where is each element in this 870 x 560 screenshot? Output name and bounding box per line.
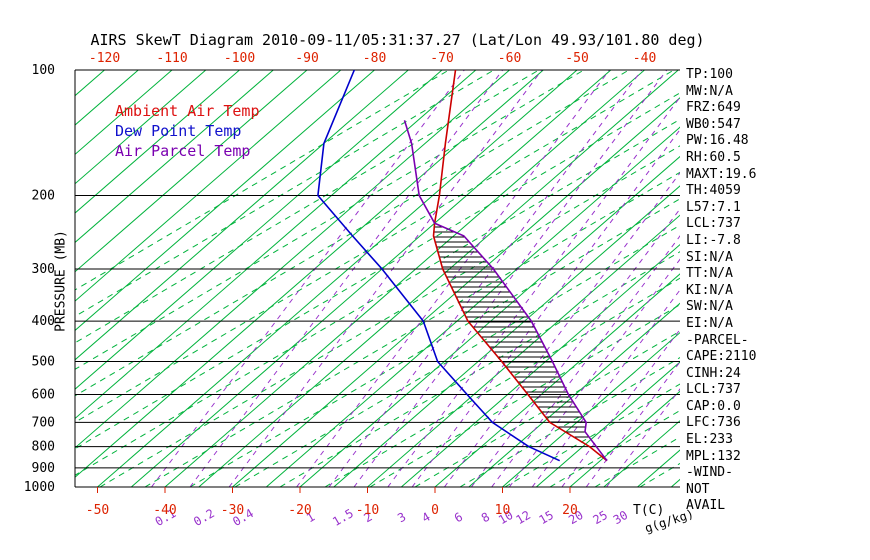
svg-text:-20: -20 <box>288 503 311 518</box>
stat-line: CAP:0.0 <box>686 398 741 414</box>
svg-text:20: 20 <box>566 508 586 527</box>
svg-text:-50: -50 <box>565 51 588 66</box>
stat-line: EI:N/A <box>686 315 733 331</box>
pressure-axis-label: PRESSURE (MB) <box>53 230 69 332</box>
dew-point-temp-curve <box>317 69 561 462</box>
svg-text:-50: -50 <box>86 503 109 518</box>
legend-ambient-air-temp: Ambient Air Temp <box>115 102 260 120</box>
svg-text:-80: -80 <box>363 51 386 66</box>
stat-line: LCL:737 <box>686 216 741 232</box>
sounding-stats-panel: TP:100 MW:N/A FRZ:649 WB0:547 PW:16.48 RH:60.… <box>686 67 756 515</box>
svg-text:10: 10 <box>495 503 511 518</box>
svg-text:-60: -60 <box>498 51 521 66</box>
svg-text:1.5: 1.5 <box>330 506 356 529</box>
isotherm-lines <box>75 70 680 487</box>
svg-text:-10: -10 <box>356 503 379 518</box>
svg-text:-70: -70 <box>430 51 453 66</box>
stat-line: -WIND- <box>686 465 733 481</box>
air-parcel-temp-curve <box>403 120 608 462</box>
svg-text:200: 200 <box>32 189 55 204</box>
pressure-axis: 100 200 300 400 500 600 700 800 900 1000 <box>24 63 680 495</box>
svg-text:300: 300 <box>32 262 55 277</box>
svg-text:600: 600 <box>32 387 55 402</box>
svg-text:-40: -40 <box>153 503 176 518</box>
stat-line: PW:16.48 <box>686 133 749 149</box>
svg-text:-40: -40 <box>633 51 656 66</box>
stat-line: EL:233 <box>686 432 733 448</box>
svg-text:-30: -30 <box>221 503 244 518</box>
bottom-temp-axis: -50 -40 -30 -20 -10 0 10 20 <box>86 487 578 518</box>
cape-hatch-area <box>433 226 589 438</box>
stat-line: NOT <box>686 481 710 497</box>
svg-text:0.2: 0.2 <box>191 506 217 529</box>
svg-text:-100: -100 <box>224 51 255 66</box>
legend: Ambient Air Temp Dew Point Temp Air Parc… <box>115 101 260 161</box>
svg-text:12: 12 <box>513 508 533 527</box>
svg-text:25: 25 <box>590 508 610 527</box>
svg-text:8: 8 <box>479 510 492 526</box>
svg-text:30: 30 <box>611 508 631 527</box>
ambient-air-temp-curve <box>432 69 608 462</box>
chart-title: AIRS SkewT Diagram 2010-09-11/05:31:37.2… <box>90 31 705 49</box>
stat-line: FRZ:649 <box>686 100 741 116</box>
svg-text:500: 500 <box>32 354 55 369</box>
legend-dew-point-temp: Dew Point Temp <box>115 122 242 140</box>
svg-text:15: 15 <box>536 508 556 527</box>
svg-text:800: 800 <box>32 440 55 455</box>
stat-line: RH:60.5 <box>686 149 741 165</box>
svg-text:1000: 1000 <box>24 480 55 495</box>
top-temp-axis: -120 -110 -100 -90 -80 -70 -60 -50 -40 <box>89 51 656 66</box>
temp-axis-label: T(C) <box>633 503 665 518</box>
stat-line: LI:-7.8 <box>686 232 741 248</box>
svg-text:-120: -120 <box>89 51 120 66</box>
stat-line: WB0:547 <box>686 116 741 132</box>
stat-line: SI:N/A <box>686 249 733 265</box>
svg-text:20: 20 <box>562 503 578 518</box>
svg-text:900: 900 <box>32 461 55 476</box>
stat-line: L57:7.1 <box>686 199 741 215</box>
stat-line: MAXT:19.6 <box>686 166 757 182</box>
stat-line: TT:N/A <box>686 266 733 282</box>
svg-text:3: 3 <box>395 510 408 526</box>
stat-line: LFC:736 <box>686 415 741 431</box>
svg-text:700: 700 <box>32 415 55 430</box>
svg-text:-110: -110 <box>156 51 187 66</box>
svg-text:6: 6 <box>452 510 465 526</box>
svg-text:0: 0 <box>431 503 439 518</box>
svg-text:10: 10 <box>496 508 516 527</box>
stat-line: SW:N/A <box>686 299 733 315</box>
stat-line: MW:N/A <box>686 83 733 99</box>
stat-line: -PARCEL- <box>686 332 749 348</box>
stat-line: TP:100 <box>686 67 733 82</box>
stat-line: TH:4059 <box>686 183 741 199</box>
stat-line: CINH:24 <box>686 365 741 381</box>
stat-line: KI:N/A <box>686 282 733 298</box>
stat-line: AVAIL <box>686 498 726 514</box>
stat-line: CAPE:2110 <box>686 349 757 365</box>
svg-text:400: 400 <box>32 314 55 329</box>
legend-air-parcel-temp: Air Parcel Temp <box>115 142 251 160</box>
svg-text:100: 100 <box>32 63 55 78</box>
svg-text:-90: -90 <box>295 51 318 66</box>
stat-line: MPL:132 <box>686 448 741 464</box>
stat-line: LCL:737 <box>686 382 741 398</box>
